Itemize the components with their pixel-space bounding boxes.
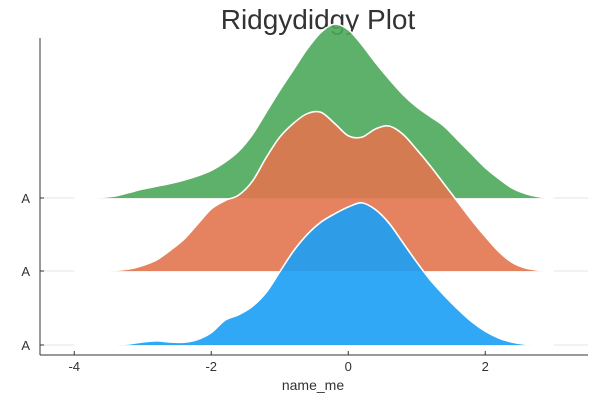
ridge-outline [74, 23, 554, 199]
ridge-area [74, 111, 554, 272]
ridge-outline [74, 110, 554, 272]
x-tick-label: 0 [345, 359, 352, 374]
chart-title: Ridgydidgy Plot [221, 4, 416, 35]
x-tick-label: -4 [68, 359, 80, 374]
ridge-1 [40, 202, 588, 346]
axes: -4 -2 0 2 A A A [21, 38, 588, 374]
ridges [40, 23, 588, 346]
x-tick-label: 2 [482, 359, 489, 374]
y-tick-label: A [21, 264, 30, 279]
ridge-outline [74, 202, 554, 346]
y-tick-label: A [21, 191, 30, 206]
x-axis-title: name_me [282, 377, 344, 393]
x-tick-label: -2 [205, 359, 217, 374]
ridge-area [74, 202, 554, 346]
y-tick-label: A [21, 338, 30, 353]
